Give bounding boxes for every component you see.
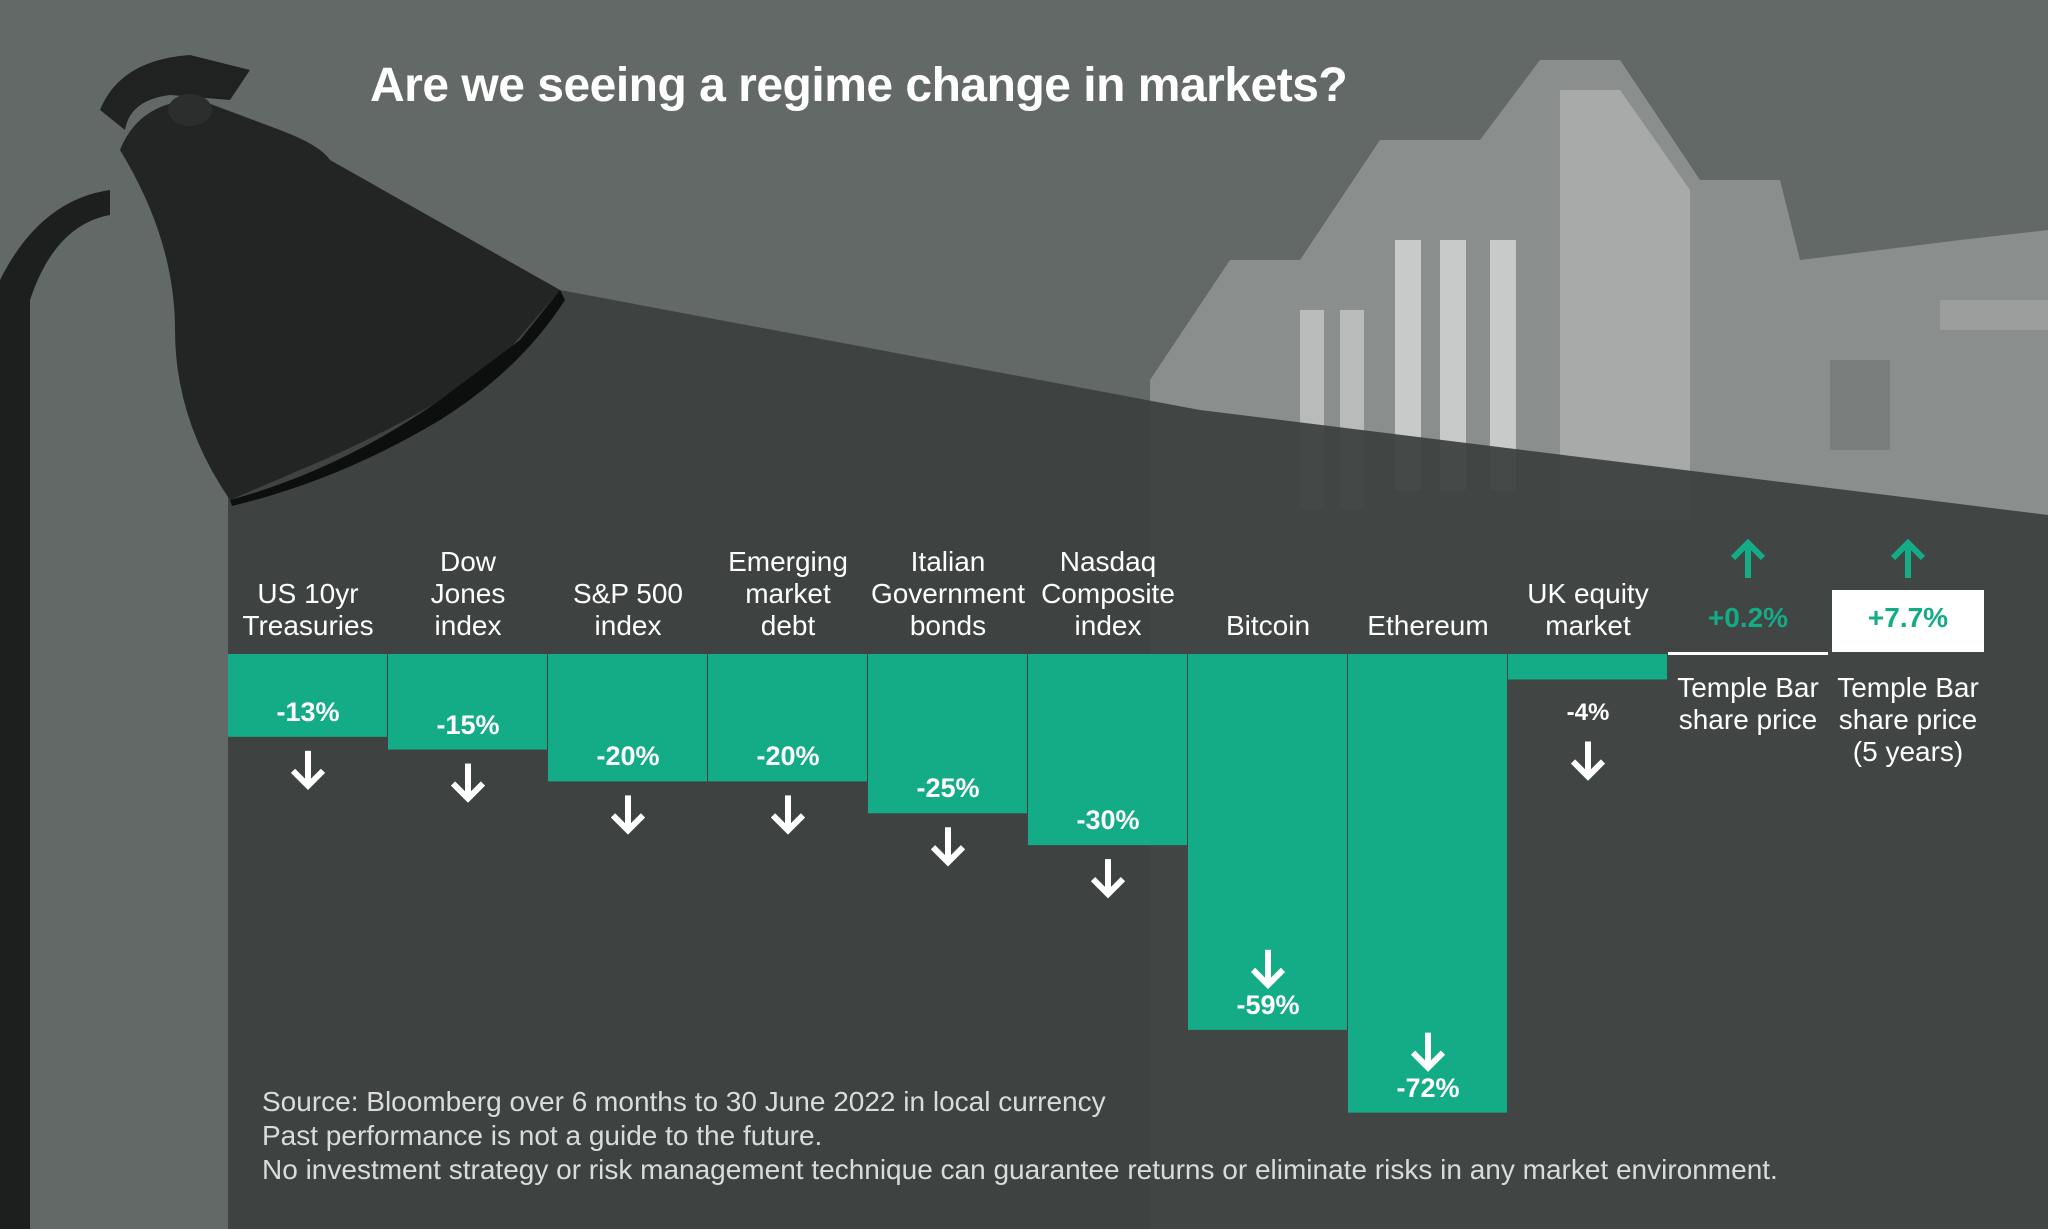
risk-note: No investment strategy or risk managemen… <box>262 1154 1778 1185</box>
category-label: US 10yr Treasuries <box>242 578 374 641</box>
footer-notes: Source: Bloomberg over 6 months to 30 Ju… <box>262 1085 1778 1187</box>
lamp-icon <box>0 55 565 1229</box>
bar <box>228 654 387 737</box>
category-label: Dow Jones index <box>430 546 506 641</box>
arrow-down-icon <box>1090 859 1126 899</box>
arrow-down-icon <box>1410 1032 1446 1072</box>
value-box <box>1832 590 1984 652</box>
value-label: +0.2% <box>1707 602 1789 633</box>
performance-note: Past performance is not a guide to the f… <box>262 1120 823 1151</box>
bar <box>548 654 707 782</box>
arrow-up-icon <box>1730 538 1766 578</box>
value-label: -30% <box>1076 805 1140 836</box>
arrow-down-icon <box>1570 741 1606 781</box>
bar <box>868 654 1027 814</box>
bar <box>1668 652 1828 655</box>
bar <box>1028 654 1187 846</box>
source-note: Source: Bloomberg over 6 months to 30 Ju… <box>262 1086 1106 1117</box>
value-label: -20% <box>756 741 820 772</box>
bar <box>708 654 867 782</box>
bar <box>388 654 547 750</box>
value-label: -13% <box>276 696 340 727</box>
category-label: Italian Government bonds <box>870 546 1026 641</box>
value-label: -59% <box>1236 989 1300 1020</box>
category-label: Nasdaq Composite index <box>1041 546 1175 641</box>
value-label: -20% <box>596 741 660 772</box>
bar <box>1508 654 1667 680</box>
category-label: S&P 500 index <box>572 578 684 641</box>
value-label: -4% <box>1566 699 1610 727</box>
category-label: Emerging market debt <box>728 546 848 641</box>
arrow-down-icon <box>930 827 966 867</box>
page-title: Are we seeing a regime change in markets… <box>370 59 1348 112</box>
category-label: Temple Bar share price (5 years) <box>1837 672 1979 767</box>
arrow-down-icon <box>290 750 326 791</box>
arrow-up-icon <box>1890 538 1926 578</box>
value-label: -72% <box>1396 1072 1460 1103</box>
arrow-down-icon <box>1250 949 1286 990</box>
value-label: -15% <box>436 709 500 740</box>
category-label: Ethereum <box>1367 610 1489 641</box>
arrow-down-icon <box>770 795 806 835</box>
arrow-down-icon <box>610 795 646 835</box>
value-label: -25% <box>916 773 980 804</box>
arrow-down-icon <box>450 763 486 803</box>
category-label: UK equity market <box>1527 578 1649 641</box>
category-label: Bitcoin <box>1225 610 1311 641</box>
value-label: +7.7% <box>1867 602 1949 633</box>
category-label: Temple Bar share price <box>1677 672 1819 735</box>
